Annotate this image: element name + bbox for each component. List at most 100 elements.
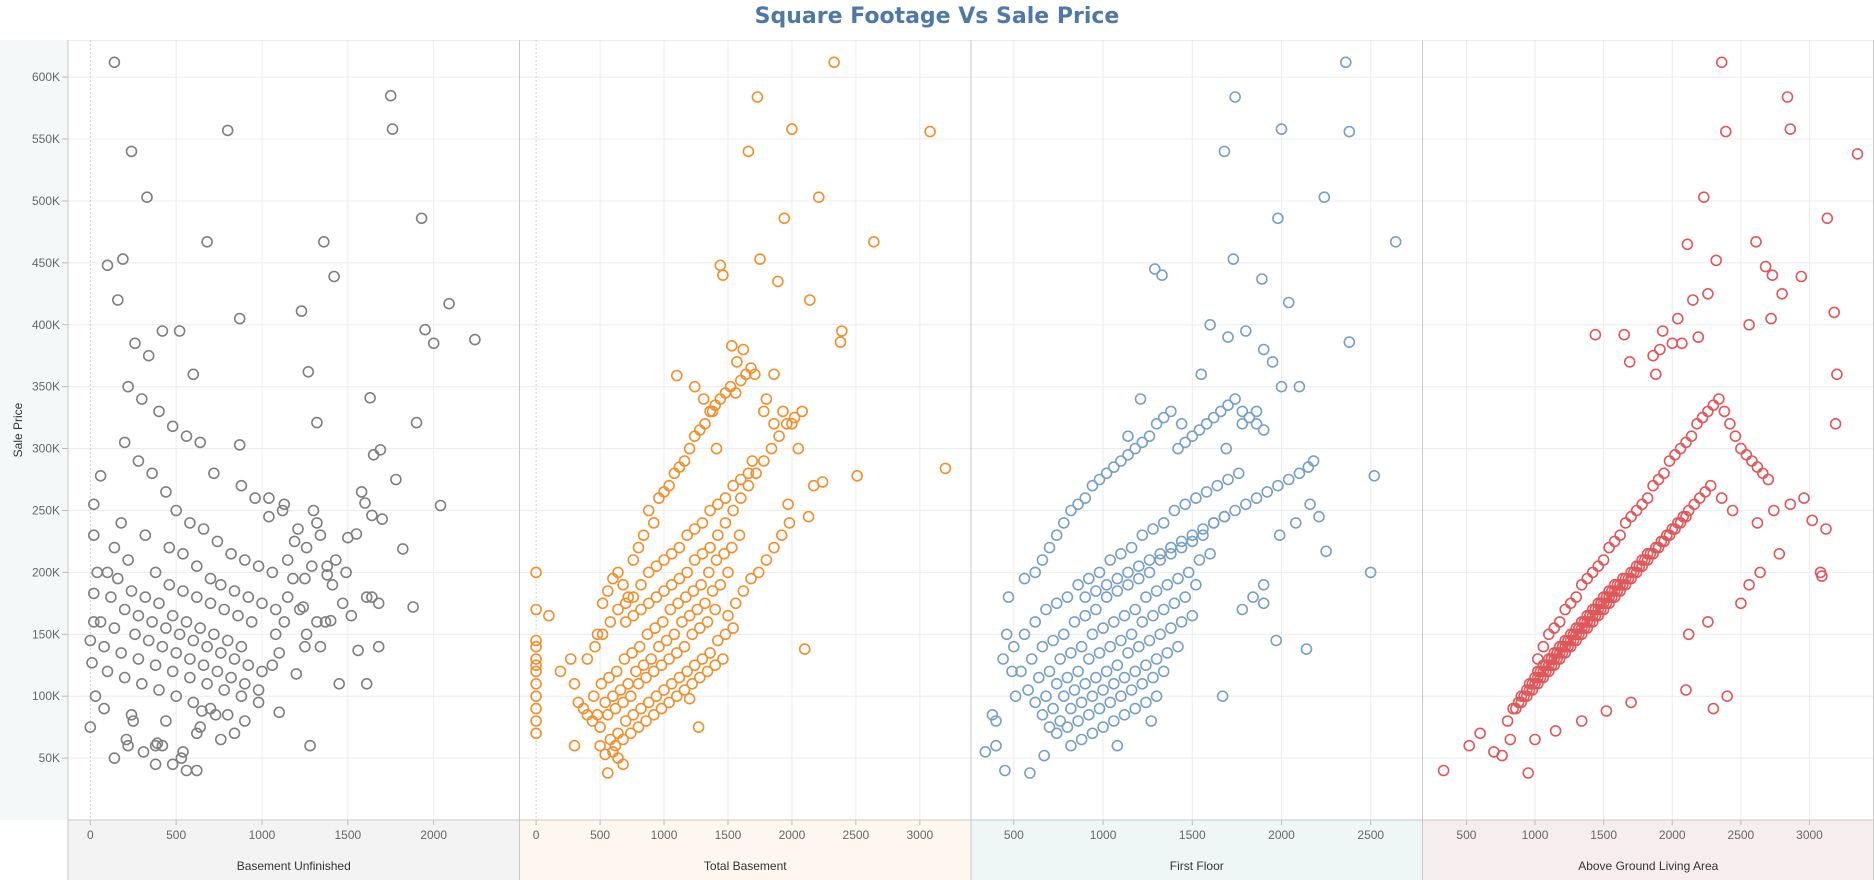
data-point [986,708,999,721]
x-tick-label: 500 [1004,828,1024,842]
data-point [1065,504,1077,517]
data-point [1773,547,1786,560]
data-point [1111,572,1124,585]
data-point [1129,442,1141,455]
data-point [1118,708,1131,721]
data-point [278,616,291,628]
data-point [333,677,346,690]
data-point [94,616,107,628]
data-point [160,715,172,727]
data-point [1608,578,1621,591]
data-point [184,517,196,529]
data-point [1784,123,1797,135]
data-point [802,510,815,523]
data-point [1125,628,1138,641]
data-point [1318,191,1331,203]
data-point [1129,603,1141,616]
data-point [672,597,684,610]
data-point [180,616,193,628]
panel-basement-unfinished: 0 500 1000 1500 2000 Basement Unfinished [67,40,520,880]
data-point [84,634,97,647]
scatter-chart: Sale Price 50K 100K 150K 200K 250K 300K 350K 40… [0,40,1874,880]
data-point [594,721,606,733]
data-point [1006,665,1018,678]
data-point [89,690,102,703]
data-point [1304,498,1316,511]
data-point [1050,677,1063,690]
data-point [1313,510,1325,523]
data-point [1704,479,1717,492]
data-point [701,616,714,628]
data-point [125,708,138,721]
data-point [678,684,691,696]
data-point [252,560,265,573]
data-point [748,368,761,381]
data-point [384,89,397,102]
data-point [288,535,301,548]
data-point [239,554,251,566]
y-tick-label: 450K [32,256,60,270]
data-point [591,628,604,641]
data-point [1713,393,1725,405]
data-point [1702,616,1714,628]
data-point [1129,665,1141,678]
data-point [1272,212,1284,225]
data-point [1172,640,1184,653]
data-point [1143,430,1156,443]
x-tick-label: 2500 [1728,828,1755,842]
data-point [415,212,428,225]
data-point [1036,640,1049,653]
data-point [125,585,138,597]
data-point [1165,622,1177,634]
data-point [1816,570,1828,582]
data-point [939,462,952,475]
data-point [364,391,376,404]
data-point [1179,591,1191,603]
data-point [1696,411,1709,424]
y-tick-label: 350K [32,380,60,394]
data-point [1100,665,1113,678]
data-point [367,448,380,461]
data-point [321,569,334,581]
data-point [693,671,706,684]
data-point [372,597,385,610]
data-point [1061,591,1074,603]
series-points [1437,56,1864,779]
data-point [1072,665,1084,678]
data-point [1200,486,1213,498]
data-point [252,684,265,696]
data-point [619,715,632,727]
data-point [601,708,614,721]
data-point [658,554,670,566]
data-point [757,455,770,467]
data-point [1097,684,1109,696]
data-point [1047,702,1059,715]
data-point [228,585,241,597]
data-point [1149,263,1161,275]
data-point [1050,597,1063,610]
data-point [1798,492,1810,504]
data-point [366,509,378,522]
data-point [372,640,385,653]
data-point [129,337,141,350]
data-point [1025,653,1038,665]
data-point [1050,529,1063,542]
data-point [1157,411,1170,424]
data-point [1072,715,1084,727]
data-point [215,733,227,746]
data-point [184,671,196,684]
data-point [647,517,660,529]
data-point [235,690,248,703]
data-point [1600,591,1613,603]
data-point [722,566,734,579]
data-point [88,587,100,600]
data-point [352,644,364,657]
data-point [1083,653,1095,665]
data-point [360,677,373,690]
data-point [1018,572,1031,585]
data-point [1143,554,1156,566]
data-point [1282,473,1295,486]
x-tick-label: 2000 [779,828,806,842]
data-point [990,739,1002,752]
data-point [619,616,632,628]
